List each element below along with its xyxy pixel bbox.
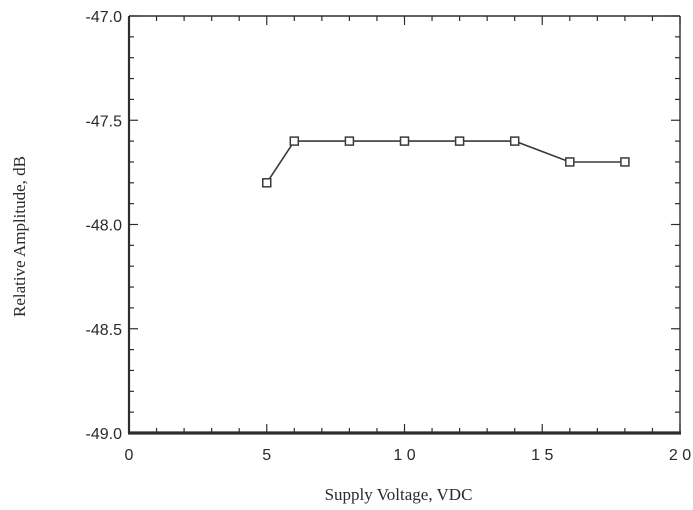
data-point-marker (262, 178, 272, 188)
x-tick-label: 2 0 (669, 447, 691, 464)
data-point-marker (344, 136, 355, 146)
data-point-marker (509, 136, 520, 146)
data-point-marker (289, 136, 300, 146)
data-point-marker (399, 136, 410, 146)
x-axis-title: Supply Voltage, VDC (325, 485, 473, 504)
y-tick-label: -47.0 (86, 9, 123, 26)
y-tick-label: -48.5 (86, 322, 123, 339)
x-tick-label: 1 5 (531, 447, 553, 464)
series-line (266, 140, 625, 184)
y-tick-label: -47.5 (86, 113, 123, 130)
x-tick-label: 5 (262, 447, 271, 464)
data-point-marker (454, 136, 465, 146)
data-point-marker (565, 157, 575, 167)
y-axis-title: Relative Amplitude, dB (10, 156, 29, 317)
x-tick-label: 1 0 (393, 447, 415, 464)
x-tick-label: 0 (125, 447, 134, 464)
y-tick-label: -49.0 (86, 426, 123, 443)
y-tick-label: -48.0 (86, 218, 123, 235)
data-point-marker (620, 157, 630, 167)
